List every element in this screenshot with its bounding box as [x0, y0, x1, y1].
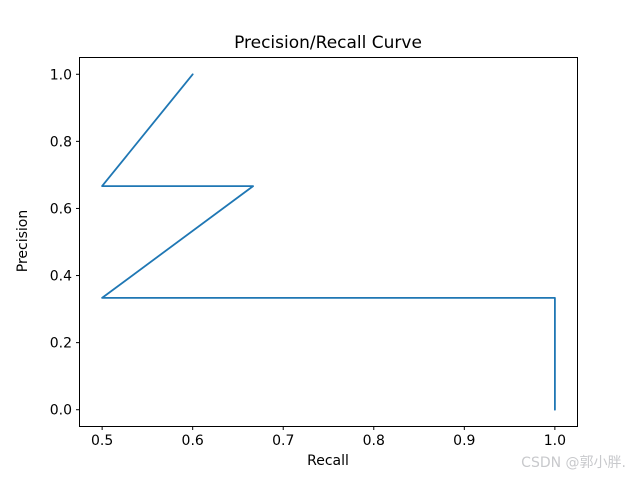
watermark: CSDN @郭小胖. [521, 455, 626, 471]
x-axis-label: Recall [307, 453, 349, 469]
y-tick-label: 0.2 [50, 336, 72, 352]
y-tick-label: 0.4 [50, 269, 72, 285]
y-tick-label: 0.6 [50, 201, 72, 217]
y-axis-label: Precision [15, 209, 31, 273]
x-tick-label: 0.8 [363, 433, 385, 449]
chart-title: Precision/Recall Curve [234, 33, 422, 53]
x-tick-label: 0.6 [182, 433, 204, 449]
x-tick-label: 1.0 [544, 433, 566, 449]
axes-frame [79, 57, 578, 427]
y-tick-label: 0.0 [50, 403, 72, 419]
series-line-precision-recall-curve [101, 73, 556, 411]
y-tick-label: 1.0 [50, 67, 72, 83]
x-tick-label: 0.7 [272, 433, 294, 449]
x-tick-label: 0.9 [453, 433, 475, 449]
x-tick-label: 0.5 [91, 433, 113, 449]
y-tick-label: 0.8 [50, 134, 72, 150]
